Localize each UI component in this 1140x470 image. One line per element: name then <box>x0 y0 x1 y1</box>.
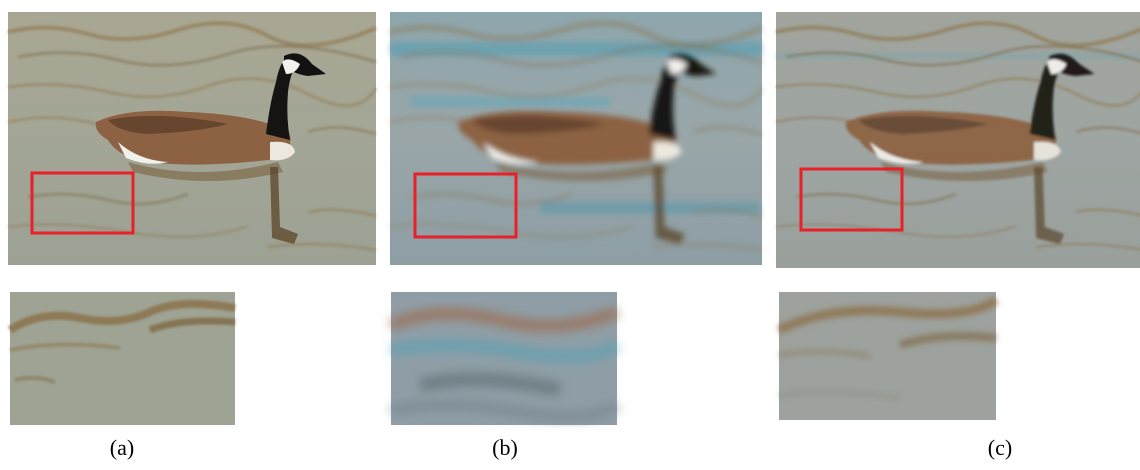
image-c <box>776 12 1140 268</box>
panel-label: (a) <box>110 435 134 460</box>
crop-b <box>391 292 617 425</box>
image-b <box>390 12 762 265</box>
figure: (a) (b) (c) <box>0 0 1140 470</box>
crop-c <box>779 292 996 420</box>
panel-label: (b) <box>492 435 518 460</box>
panel-label: (c) <box>988 435 1012 460</box>
crop-a <box>10 292 235 425</box>
image-a <box>8 12 376 265</box>
